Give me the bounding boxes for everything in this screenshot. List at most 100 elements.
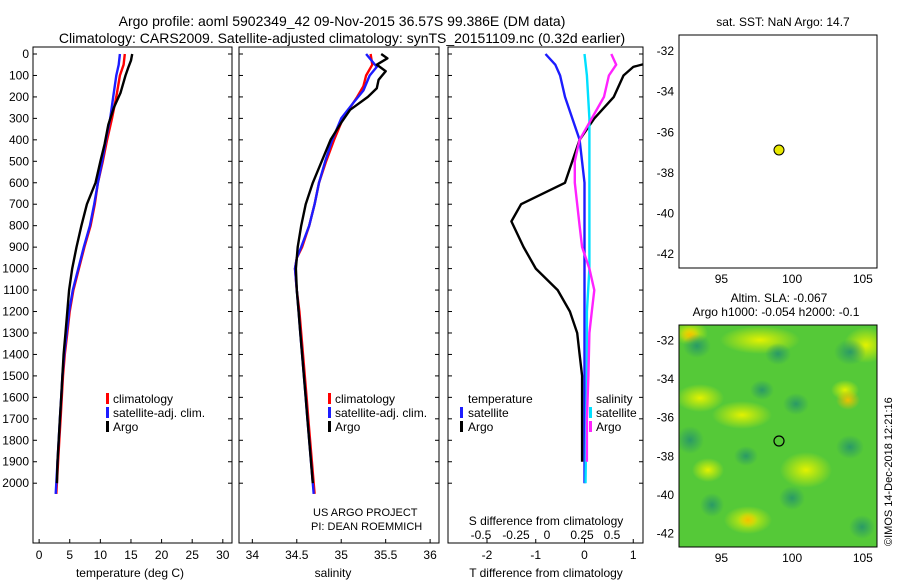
- legend-swatch-s-argo: [589, 421, 592, 432]
- x-tick-label: 34: [246, 548, 260, 562]
- legend-swatch-t-satellite: [460, 407, 463, 418]
- legend-swatch-satellite: [328, 407, 331, 418]
- imos-credit: ©IMOS 14-Dec-2018 12:21:16: [883, 397, 895, 546]
- map-lon-tick-label: 100: [782, 272, 802, 286]
- map-lat-tick-label: -34: [657, 372, 675, 386]
- legend-label-s-argo: Argo: [596, 420, 622, 434]
- depth-tick-label: 600: [9, 176, 29, 190]
- difference-plot-frame: [447, 46, 644, 544]
- x-tick-label: 30: [216, 548, 230, 562]
- depth-tick-label: 200: [9, 90, 29, 104]
- legend-swatch-climatology: [106, 393, 109, 404]
- legend-label-climatology: climatology: [335, 392, 395, 406]
- legend-swatch-argo: [106, 421, 109, 432]
- difference-profiles: [510, 53, 643, 484]
- legend-swatch-satellite: [106, 407, 109, 418]
- t-difference-axis-label: T difference from climatology: [469, 566, 623, 580]
- map-lat-tick-label: -36: [657, 125, 675, 139]
- map-lon-tick-label: 100: [782, 551, 802, 565]
- map-lat-tick-label: -42: [657, 247, 675, 261]
- project-annotation-line-2: PI: DEAN ROEMMICH: [311, 521, 422, 533]
- salinity-plot-frame: [238, 46, 440, 544]
- depth-tick-label: 500: [9, 154, 29, 168]
- x-tick-label: 35.5: [374, 548, 398, 562]
- title-line-1: Argo profile: aoml 5902349_42 09-Nov-201…: [119, 13, 566, 29]
- map-lat-tick-label: -38: [657, 449, 675, 463]
- profile-line-argo: [55, 53, 134, 484]
- legend-heading-salinity: salinity: [596, 392, 633, 406]
- x-tick-label: 36: [423, 548, 437, 562]
- depth-tick-label: 1500: [2, 369, 29, 383]
- x-tick-label: 35: [335, 548, 349, 562]
- x-tick-label: 5: [66, 548, 73, 562]
- x-tick-label: 15: [124, 548, 138, 562]
- sla-float-marker: [773, 435, 785, 447]
- depth-tick-label: 1400: [2, 347, 29, 361]
- sla-map-frame: [678, 324, 878, 548]
- legend-swatch-t-argo: [460, 421, 463, 432]
- sla-map-title-line-1: Altim. SLA: -0.067: [731, 291, 828, 305]
- salinity-legend: climatology satellite-adj. clim. Argo: [328, 392, 427, 434]
- sla-heatmap: [679, 325, 877, 547]
- map-lat-tick-label: -32: [657, 333, 675, 347]
- profile-line-temperature-satellite: [544, 53, 586, 484]
- depth-axis: 0 100 200 300 400 500 600 700 800 900 1000 1100 1200…: [2, 47, 29, 490]
- map-lat-tick-label: -38: [657, 166, 675, 180]
- temperature-axis-label: temperature (deg C): [76, 566, 184, 580]
- x-tick-label: 0: [581, 548, 588, 562]
- legend-label-climatology: climatology: [113, 392, 173, 406]
- axis-ticks: 0 5 10 15 20 25 30 34 34.5 35 35.5 36 -2 -1 0 1-0.5 -0.2…: [33, 44, 873, 565]
- depth-tick-label: 1700: [2, 412, 29, 426]
- legend-label-t-argo: Argo: [468, 420, 494, 434]
- x-tick-label: 1: [630, 548, 637, 562]
- temperature-legend: climatology satellite-adj. clim. Argo: [106, 392, 205, 434]
- legend-swatch-s-satellite: [589, 407, 592, 418]
- x-tick-label: 34.5: [285, 548, 309, 562]
- profile-line-argo: [294, 53, 389, 484]
- profile-line-temperature-argo: [510, 54, 643, 462]
- temperature-profiles: [54, 53, 134, 494]
- project-annotation-line-1: US ARGO PROJECT: [313, 507, 418, 519]
- s-diff-tick-label: 0: [544, 528, 551, 542]
- s-diff-tick-label: -0.25: [502, 528, 530, 542]
- depth-tick-label: 1000: [2, 262, 29, 276]
- depth-tick-label: 800: [9, 219, 29, 233]
- depth-tick-label: 0: [22, 47, 29, 61]
- x-tick-label: 25: [186, 548, 200, 562]
- difference-legend: temperature salinity satellite Argo sate…: [460, 392, 637, 434]
- legend-label-satellite: satellite-adj. clim.: [335, 406, 427, 420]
- sst-float-marker: [773, 144, 785, 156]
- sla-map-title-line-2: Argo h1000: -0.054 h2000: -0.1: [693, 305, 860, 319]
- title-line-2: Climatology: CARS2009. Satellite-adjuste…: [59, 30, 625, 46]
- legend-label-s-satellite: satellite: [596, 406, 637, 420]
- depth-tick-label: 1800: [2, 433, 29, 447]
- salinity-profiles: [293, 53, 389, 495]
- depth-tick-label: 900: [9, 240, 29, 254]
- s-diff-tick-label: 0.5: [604, 528, 621, 542]
- legend-swatch-argo: [328, 421, 331, 432]
- x-tick-label: 0: [36, 548, 43, 562]
- legend-heading-temperature: temperature: [468, 392, 533, 406]
- depth-tick-label: 300: [9, 111, 29, 125]
- legend-label-satellite: satellite-adj. clim.: [113, 406, 205, 420]
- temperature-plot-frame: [32, 46, 233, 544]
- map-lon-tick-label: 95: [715, 272, 729, 286]
- depth-tick-label: 2000: [2, 476, 29, 490]
- profile-line-salinity-satellite: [583, 53, 591, 484]
- legend-label-t-satellite: satellite: [468, 406, 509, 420]
- map-lat-tick-label: -40: [657, 488, 675, 502]
- salinity-axis-label: salinity: [315, 566, 352, 580]
- s-diff-tick-label: -0.5: [471, 528, 492, 542]
- depth-tick-label: 1900: [2, 455, 29, 469]
- depth-tick-label: 1200: [2, 305, 29, 319]
- map-lon-tick-label: 105: [853, 272, 873, 286]
- legend-swatch-climatology: [328, 393, 331, 404]
- depth-tick-label: 1100: [3, 283, 29, 297]
- map-lon-tick-label: 105: [853, 551, 873, 565]
- depth-tick-label: 700: [9, 197, 29, 211]
- map-lat-tick-label: -34: [657, 85, 675, 99]
- depth-tick-label: 1300: [2, 326, 29, 340]
- x-tick-label: -2: [482, 548, 493, 562]
- map-lon-tick-label: 95: [715, 551, 729, 565]
